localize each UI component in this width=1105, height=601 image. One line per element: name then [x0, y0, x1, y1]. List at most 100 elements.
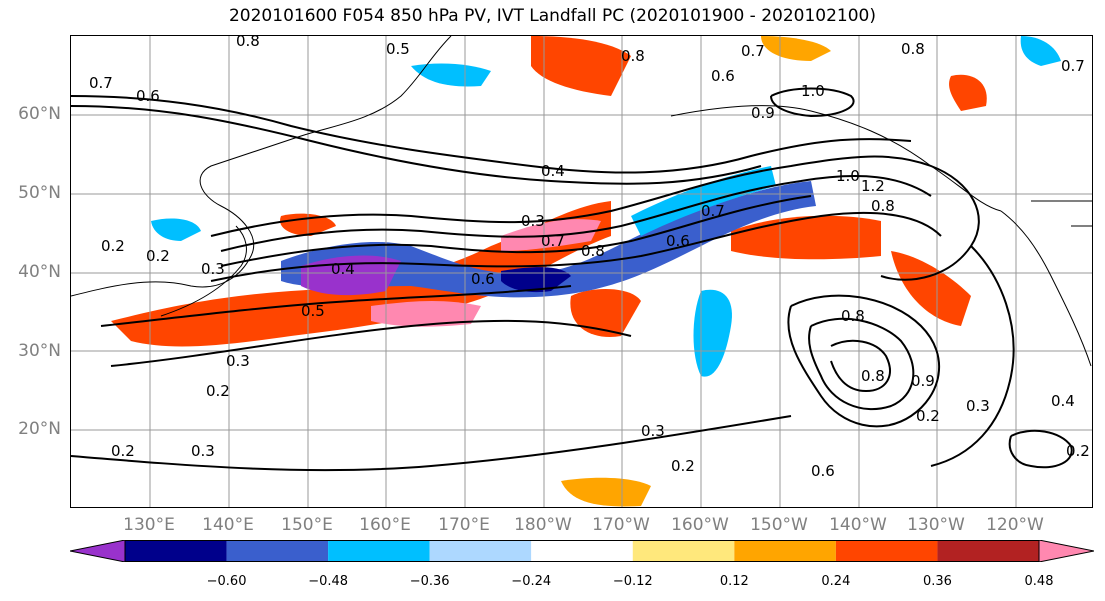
lon-label-170w: 170°W	[592, 515, 650, 535]
lon-label-180w: 180°W	[514, 515, 572, 535]
negative-anomaly-band	[281, 181, 816, 298]
lon-label-140e: 140°E	[202, 515, 254, 535]
contour-label: 0.2	[916, 407, 940, 425]
lon-label-170e: 170°E	[438, 515, 490, 535]
cyan-patch-ne	[1020, 36, 1061, 66]
orange-patch-e	[891, 251, 971, 326]
contour-label: 0.2	[146, 247, 170, 265]
colorbar-tick-label: 0.36	[922, 574, 952, 589]
contour-label: 0.4	[541, 162, 565, 180]
contour-label: 0.6	[811, 462, 835, 480]
colorbar-segment	[226, 540, 329, 562]
colorbar-tick-label: −0.12	[612, 574, 653, 589]
positive-anomaly-band	[111, 201, 611, 347]
contour-label: 0.2	[206, 382, 230, 400]
lon-label-140w: 140°W	[829, 515, 887, 535]
colorbar-segment	[937, 540, 1039, 562]
colorbar-segment	[531, 540, 633, 562]
colorbar-tick-label: −0.24	[511, 574, 552, 589]
contour-label: 0.9	[911, 372, 935, 390]
orange-patch-n	[531, 36, 631, 96]
lon-label-150e: 150°E	[281, 515, 333, 535]
lon-label-130e: 130°E	[123, 515, 175, 535]
contour-label: 0.5	[301, 302, 325, 320]
contour-label: 0.3	[641, 422, 665, 440]
lat-label-30n: 30°N	[18, 341, 61, 361]
contour-label: 0.7	[701, 202, 725, 220]
contour-label: 0.4	[331, 260, 355, 278]
colorbar-segment	[125, 540, 227, 562]
chart-title: 2020101600 F054 850 hPa PV, IVT Landfall…	[228, 6, 876, 26]
colorbar-segment	[835, 540, 938, 562]
contour-label: 0.7	[89, 74, 113, 92]
cyan-band-1	[631, 166, 776, 236]
contour-label: 0.4	[1051, 392, 1075, 410]
orange-patch-sw	[570, 289, 641, 337]
alaska-coast	[670, 105, 1002, 212]
lon-label-160e: 160°E	[359, 515, 411, 535]
contour-label: 0.8	[236, 36, 260, 50]
contour-label: 0.3	[521, 212, 545, 230]
contour-label: 0.8	[621, 47, 645, 65]
coastlines	[71, 36, 1092, 367]
contour-label: 1.0	[836, 167, 860, 185]
lat-label-60n: 60°N	[18, 104, 61, 124]
contour-label: 0.7	[741, 42, 765, 60]
colorbar-tick-label: −0.48	[308, 574, 349, 589]
colorbar-tick-label: 0.12	[719, 574, 749, 589]
orange-patch-s	[561, 477, 651, 507]
borders	[1031, 200, 1092, 227]
contour-label: 0.6	[666, 232, 690, 250]
japan-coast	[160, 225, 247, 317]
contour-labels: 0.7 0.6 0.8 0.5 0.8 0.7 1.0 0.9 0.6 0.7 0.8 0.4 0.3 0…	[89, 36, 1090, 480]
contour-label: 1.0	[801, 82, 825, 100]
contour-label: 0.2	[111, 442, 135, 460]
map-canvas: 0.7 0.6 0.8 0.5 0.8 0.7 1.0 0.9 0.6 0.7 0.8 0.4 0.3 0…	[71, 36, 1092, 507]
orange-patch-n2	[761, 36, 831, 61]
colorbar-right-extension	[1038, 540, 1094, 562]
lon-label-120w: 120°W	[986, 515, 1044, 535]
pink-core-1	[371, 301, 481, 327]
lat-label-40n: 40°N	[18, 262, 61, 282]
contour-label: 0.3	[201, 260, 225, 278]
contour-label: 0.9	[751, 104, 775, 122]
colorbar-frame	[124, 540, 1040, 562]
colorbar-tick-label: 0.48	[1024, 574, 1054, 589]
contour-label: 0.8	[841, 307, 865, 325]
na-coast	[1000, 210, 1092, 367]
colorbar-tick-label: −0.60	[206, 574, 247, 589]
lat-label-20n: 20°N	[18, 419, 61, 439]
cyan-patch-n	[411, 63, 491, 87]
orange-patch-ne	[949, 74, 987, 111]
contour-label: 0.8	[871, 197, 895, 215]
map-panel: 0.7 0.6 0.8 0.5 0.8 0.7 1.0 0.9 0.6 0.7 0.8 0.4 0.3 0…	[70, 35, 1093, 508]
colorbar-segment	[632, 540, 735, 562]
asia-coast	[71, 36, 452, 297]
contour-label: 0.7	[541, 232, 565, 250]
lon-label-150w: 150°W	[750, 515, 808, 535]
cyan-patch-w	[151, 218, 201, 241]
colorbar-left-extension	[70, 540, 126, 562]
lat-label-50n: 50°N	[18, 183, 61, 203]
orange-band-east	[731, 215, 881, 260]
contour-label: 0.2	[101, 237, 125, 255]
contour-label: 0.8	[861, 367, 885, 385]
contour-label: 0.8	[581, 242, 605, 260]
lon-label-130w: 130°W	[907, 515, 965, 535]
anomaly-fills	[111, 36, 1061, 507]
contour-label: 0.3	[226, 352, 250, 370]
colorbar-tick-label: −0.36	[409, 574, 450, 589]
colorbar-segment	[328, 540, 430, 562]
cyan-patch-mid	[693, 289, 732, 377]
contour-label: 0.8	[901, 40, 925, 58]
colorbar-segment	[429, 540, 532, 562]
contour-label: 0.6	[471, 270, 495, 288]
contour-label: 0.2	[671, 457, 695, 475]
contour-label: 0.3	[191, 442, 215, 460]
contour-label: 0.3	[966, 397, 990, 415]
contour-label: 0.2	[1066, 442, 1090, 460]
contour-label: 0.5	[386, 40, 410, 58]
contour-label: 0.6	[711, 67, 735, 85]
contour-label: 1.2	[861, 177, 885, 195]
colorbar-segment	[734, 540, 836, 562]
